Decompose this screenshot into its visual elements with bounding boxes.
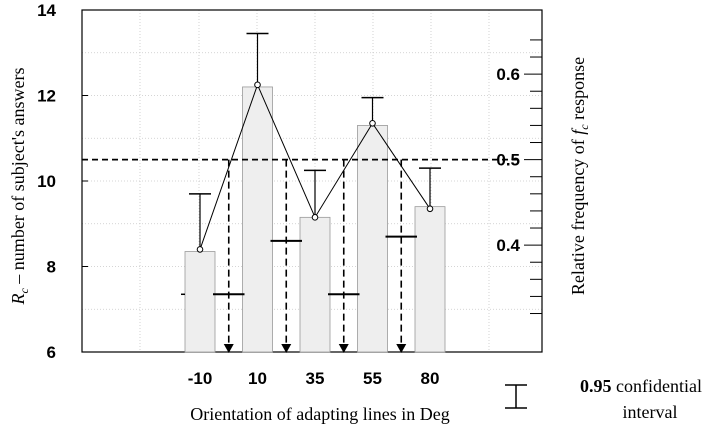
legend-label-line2: interval xyxy=(623,402,678,422)
line-series xyxy=(196,81,434,253)
y-left-tick-label: 14 xyxy=(37,1,56,20)
y-right-tick-label: 0.5 xyxy=(496,151,520,170)
bar-10 xyxy=(242,86,273,353)
y-left-tick-label: 6 xyxy=(47,343,56,362)
line-point xyxy=(196,246,204,253)
x-tick-label-35: 35 xyxy=(306,369,325,388)
line-point xyxy=(426,205,434,213)
line-point xyxy=(311,214,319,221)
y-left-tick-label: 10 xyxy=(37,172,56,191)
bar-35 xyxy=(299,216,331,353)
arrow-head xyxy=(223,344,234,353)
bar-80 xyxy=(414,206,446,353)
arrow-head xyxy=(281,344,292,353)
y-left-axis-title: Rc – number of subject's answers xyxy=(8,67,31,305)
x-axis-ticks: -10 10 35 55 80 xyxy=(188,369,440,388)
y-left-tick-label: 12 xyxy=(37,87,56,106)
x-tick-label--10: -10 xyxy=(188,369,213,388)
right-axis-ticks: 0.4 0.5 0.6 xyxy=(496,39,542,315)
legend-errorbar-icon xyxy=(505,384,527,409)
group-means xyxy=(181,235,417,296)
line-point xyxy=(254,81,261,89)
bars xyxy=(184,86,446,353)
left-axis-ticks: 6 8 10 12 14 xyxy=(37,1,88,362)
legend: 0.95 confidential interval xyxy=(505,376,702,422)
legend-label-line1: 0.95 confidential xyxy=(580,376,702,396)
bar-55 xyxy=(357,125,388,353)
y-right-tick-label: 0.4 xyxy=(496,236,520,255)
x-axis-title: Orientation of adapting lines in Deg xyxy=(190,404,449,424)
x-tick-label-10: 10 xyxy=(248,369,267,388)
y-right-tick-label: 0.6 xyxy=(496,65,520,84)
error-bars xyxy=(189,32,441,250)
bar--10 xyxy=(184,251,216,353)
arrow-head xyxy=(396,344,407,353)
arrow-head xyxy=(338,344,349,353)
y-left-tick-label: 8 xyxy=(47,258,56,277)
x-tick-label-80: 80 xyxy=(421,369,440,388)
x-tick-label-55: 55 xyxy=(363,369,382,388)
y-right-axis-title: Relative frequency of fc response xyxy=(568,57,591,295)
line-point xyxy=(369,119,376,127)
arrows xyxy=(223,159,407,353)
